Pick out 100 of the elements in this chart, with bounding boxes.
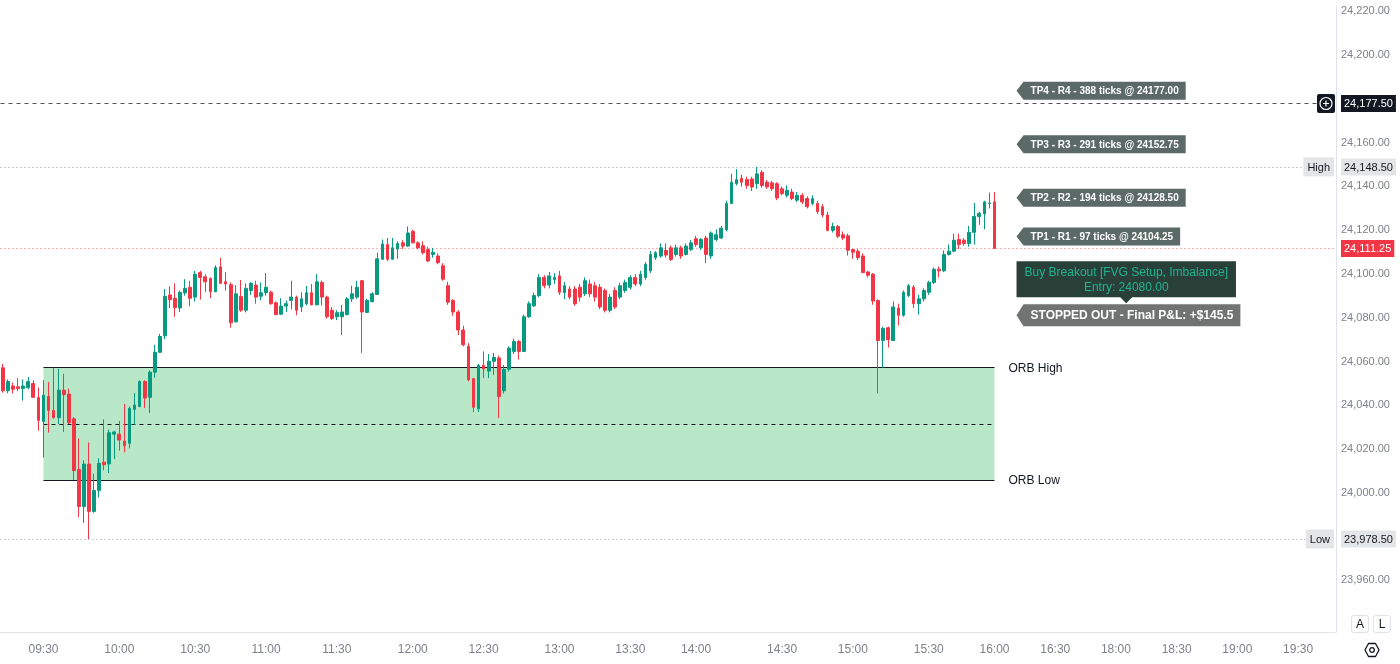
y-tick-label: 24,120.00 — [1341, 223, 1390, 236]
y-tick-label: 24,060.00 — [1341, 354, 1390, 367]
candlestick — [795, 191, 799, 203]
candlestick — [831, 222, 835, 234]
candlestick — [467, 342, 470, 382]
candlestick — [735, 168, 738, 186]
candlestick — [517, 339, 521, 360]
annotation: Buy Breakout [FVG Setup, Imbalance] Entry: 24080.00 — [1024, 264, 1228, 294]
candlestick — [613, 286, 617, 310]
candlestick — [547, 271, 551, 289]
letter-button: A — [1351, 615, 1369, 633]
y-tick-label: 24,148.50 — [1344, 160, 1393, 173]
candlestick — [755, 166, 759, 190]
x-tick-label: 10:00 — [104, 642, 135, 656]
candlestick — [740, 174, 743, 188]
x-tick-label: 13:30 — [615, 642, 646, 656]
y-tick-label: 24,000.00 — [1341, 485, 1390, 498]
candlestick — [52, 367, 55, 420]
x-tick-label: 19:00 — [1222, 642, 1253, 656]
candlestick — [937, 265, 941, 278]
candlestick — [608, 293, 612, 313]
candlestick — [785, 184, 789, 199]
candlestick — [563, 281, 566, 300]
candlestick — [47, 381, 50, 434]
candlestick — [219, 257, 222, 285]
x-tick-label: 18:00 — [1100, 642, 1132, 656]
candlestick — [644, 261, 647, 281]
candlestick — [821, 203, 824, 218]
candlestick — [6, 378, 10, 394]
candlestick — [57, 368, 61, 425]
candlestick — [87, 441, 91, 540]
candlestick — [583, 276, 587, 297]
y-tick-label: 24,140.00 — [1341, 179, 1390, 192]
annotation: TP1 - R1 - 97 ticks @ 24104.25 — [1030, 230, 1174, 242]
x-tick-label: 15:30 — [913, 642, 945, 656]
candlestick — [239, 279, 243, 313]
candlestick — [360, 279, 364, 354]
candlestick — [295, 295, 298, 316]
x-tick-label: 09:30 — [28, 642, 59, 656]
candlestick — [654, 250, 657, 261]
candlestick — [234, 284, 238, 323]
x-tick-label: 16:30 — [1040, 642, 1071, 656]
candlestick — [568, 285, 571, 300]
candlestick — [123, 403, 126, 453]
candlestick — [310, 283, 313, 306]
candlestick — [725, 200, 728, 232]
x-tick-label: 12:30 — [468, 642, 499, 656]
candlestick — [102, 418, 106, 471]
candlestick — [254, 280, 258, 305]
y-tick-label: 24,040.00 — [1341, 398, 1390, 411]
candlestick — [891, 300, 895, 342]
candlestick — [881, 326, 885, 369]
candlestick — [305, 285, 308, 306]
x-tick-label: 10:30 — [180, 642, 211, 656]
y-tick-label: 24,177.50 — [1344, 97, 1393, 110]
candlestick — [639, 270, 642, 287]
candlestick — [649, 250, 652, 274]
candlestick — [188, 280, 192, 307]
ref-line-label: ORB High — [1008, 360, 1063, 375]
x-tick-label: 19:30 — [1283, 642, 1314, 656]
candlestick — [897, 303, 900, 327]
candlestick — [497, 355, 501, 419]
annotation: TP2 - R2 - 194 ticks @ 24128.50 — [1030, 192, 1180, 204]
y-tick-label: 24,220.00 — [1341, 4, 1390, 17]
candlestick — [300, 291, 303, 313]
candlestick — [912, 284, 915, 309]
y-tick-label: 23,960.00 — [1341, 573, 1390, 586]
candlestick — [907, 283, 910, 298]
candlestick — [117, 420, 121, 452]
ref-line-label: Low — [1309, 532, 1331, 545]
candlestick — [133, 392, 136, 426]
candlestick — [143, 379, 147, 409]
x-tick-label: 16:00 — [979, 642, 1010, 656]
letter-button: L — [1373, 615, 1391, 633]
ref-line-label: ORB Low — [1008, 472, 1061, 487]
candlestick — [82, 459, 86, 524]
candlestick — [396, 240, 399, 260]
candlestick — [902, 290, 905, 318]
candlestick — [694, 235, 698, 248]
candlestick — [983, 200, 986, 230]
x-tick-label: 11:30 — [322, 642, 352, 656]
y-tick-label: 24,100.00 — [1341, 267, 1390, 280]
x-tick-label: 14:00 — [681, 642, 712, 656]
candlestick — [289, 280, 293, 310]
candlestick — [193, 270, 197, 302]
candlestick — [679, 245, 683, 260]
candlestick — [31, 379, 35, 399]
candlestick — [441, 262, 445, 282]
x-tick-label: 12:00 — [397, 642, 429, 656]
y-tick-label: 24,080.00 — [1341, 310, 1390, 323]
candlestick — [128, 406, 131, 449]
candlestick — [811, 194, 814, 206]
candlestick — [42, 379, 45, 459]
candlestick — [790, 188, 794, 201]
x-tick-label: 14:30 — [767, 642, 798, 656]
y-tick-label: 24,111.25 — [1344, 242, 1392, 255]
candlestick — [381, 239, 384, 261]
candlestick — [542, 274, 546, 289]
candlestick — [988, 191, 991, 209]
candlestick — [886, 326, 890, 348]
